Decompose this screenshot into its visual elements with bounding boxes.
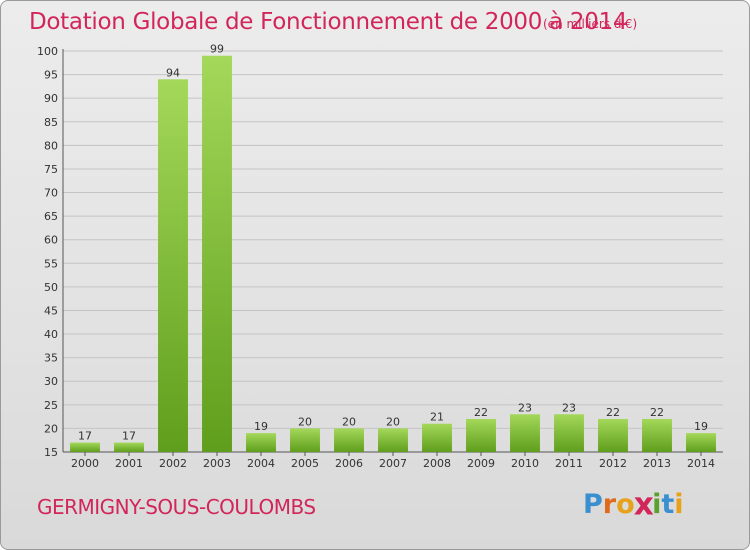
x-tick-label-2000: 2000 [71,457,99,470]
y-tick-label: 20 [44,422,58,435]
data-label-2008: 21 [430,411,444,424]
x-tick-label-2007: 2007 [379,457,407,470]
y-tick-label: 25 [44,399,58,412]
data-label-2010: 23 [518,401,532,414]
y-tick-label: 90 [44,92,58,105]
bar-2010 [510,414,540,452]
bar-2002 [158,79,188,453]
y-tick-label: 60 [44,234,58,247]
y-tick-label: 80 [44,139,58,152]
bar-2009 [466,418,496,452]
x-tick-label-2010: 2010 [511,457,539,470]
data-label-2007: 20 [386,415,400,428]
data-label-2001: 17 [122,430,136,443]
data-label-2012: 22 [606,406,620,419]
proxiti-logo[interactable]: Proxiti [583,486,684,523]
y-tick-label: 70 [44,187,58,200]
bar-2012 [598,418,628,452]
x-tick-label-2014: 2014 [687,457,715,470]
bar-2014 [686,433,716,452]
x-tick-label-2012: 2012 [599,457,627,470]
x-tick-label-2008: 2008 [423,457,451,470]
y-tick-label: 100 [37,45,58,58]
y-tick-label: 40 [44,328,58,341]
data-label-2011: 23 [562,401,576,414]
chart-subtitle: (en milliers d'€) [543,17,638,31]
bar-2004 [246,433,276,452]
logo-letter: r [602,489,617,520]
y-tick-label: 65 [44,210,58,223]
bar-2000 [70,442,100,452]
logo-letter: i [652,489,662,520]
chart-title: Dotation Globale de Fonctionnement de 20… [29,9,628,35]
x-tick-label-2006: 2006 [335,457,363,470]
data-label-2006: 20 [342,415,356,428]
logo-letter: t [661,489,675,520]
bar-2013 [642,418,672,452]
data-label-2000: 17 [78,430,92,443]
x-tick-label-2002: 2002 [159,457,187,470]
logo-letter: i [674,489,684,520]
y-tick-label: 55 [44,257,58,270]
x-tick-label-2005: 2005 [291,457,319,470]
data-label-2014: 19 [694,420,708,433]
x-tick-label-2003: 2003 [203,457,231,470]
y-tick-label: 35 [44,352,58,365]
y-tick-label: 45 [44,304,58,317]
data-label-2005: 20 [298,415,312,428]
logo-letter: x [633,486,654,523]
data-label-2009: 22 [474,406,488,419]
bar-2001 [114,442,144,452]
x-tick-label-2013: 2013 [643,457,671,470]
data-label-2002: 94 [166,66,180,79]
bar-2005 [290,428,320,452]
y-tick-label: 85 [44,116,58,129]
commune-name: GERMIGNY-SOUS-COULOMBS [37,495,316,519]
data-label-2013: 22 [650,406,664,419]
bar-2011 [554,414,584,452]
y-tick-label: 95 [44,69,58,82]
y-tick-label: 30 [44,375,58,388]
y-tick-label: 15 [44,446,58,459]
bar-2003 [202,55,232,452]
x-tick-label-2001: 2001 [115,457,143,470]
bar-2008 [422,423,452,452]
logo-letter: P [583,489,603,520]
y-tick-label: 75 [44,163,58,176]
bar-2007 [378,428,408,452]
x-tick-label-2004: 2004 [247,457,275,470]
x-tick-label-2009: 2009 [467,457,495,470]
x-tick-label-2011: 2011 [555,457,583,470]
logo-letter: o [616,489,635,520]
y-tick-label: 50 [44,281,58,294]
data-label-2003: 99 [210,43,224,56]
bar-2006 [334,428,364,452]
data-label-2004: 19 [254,420,268,433]
